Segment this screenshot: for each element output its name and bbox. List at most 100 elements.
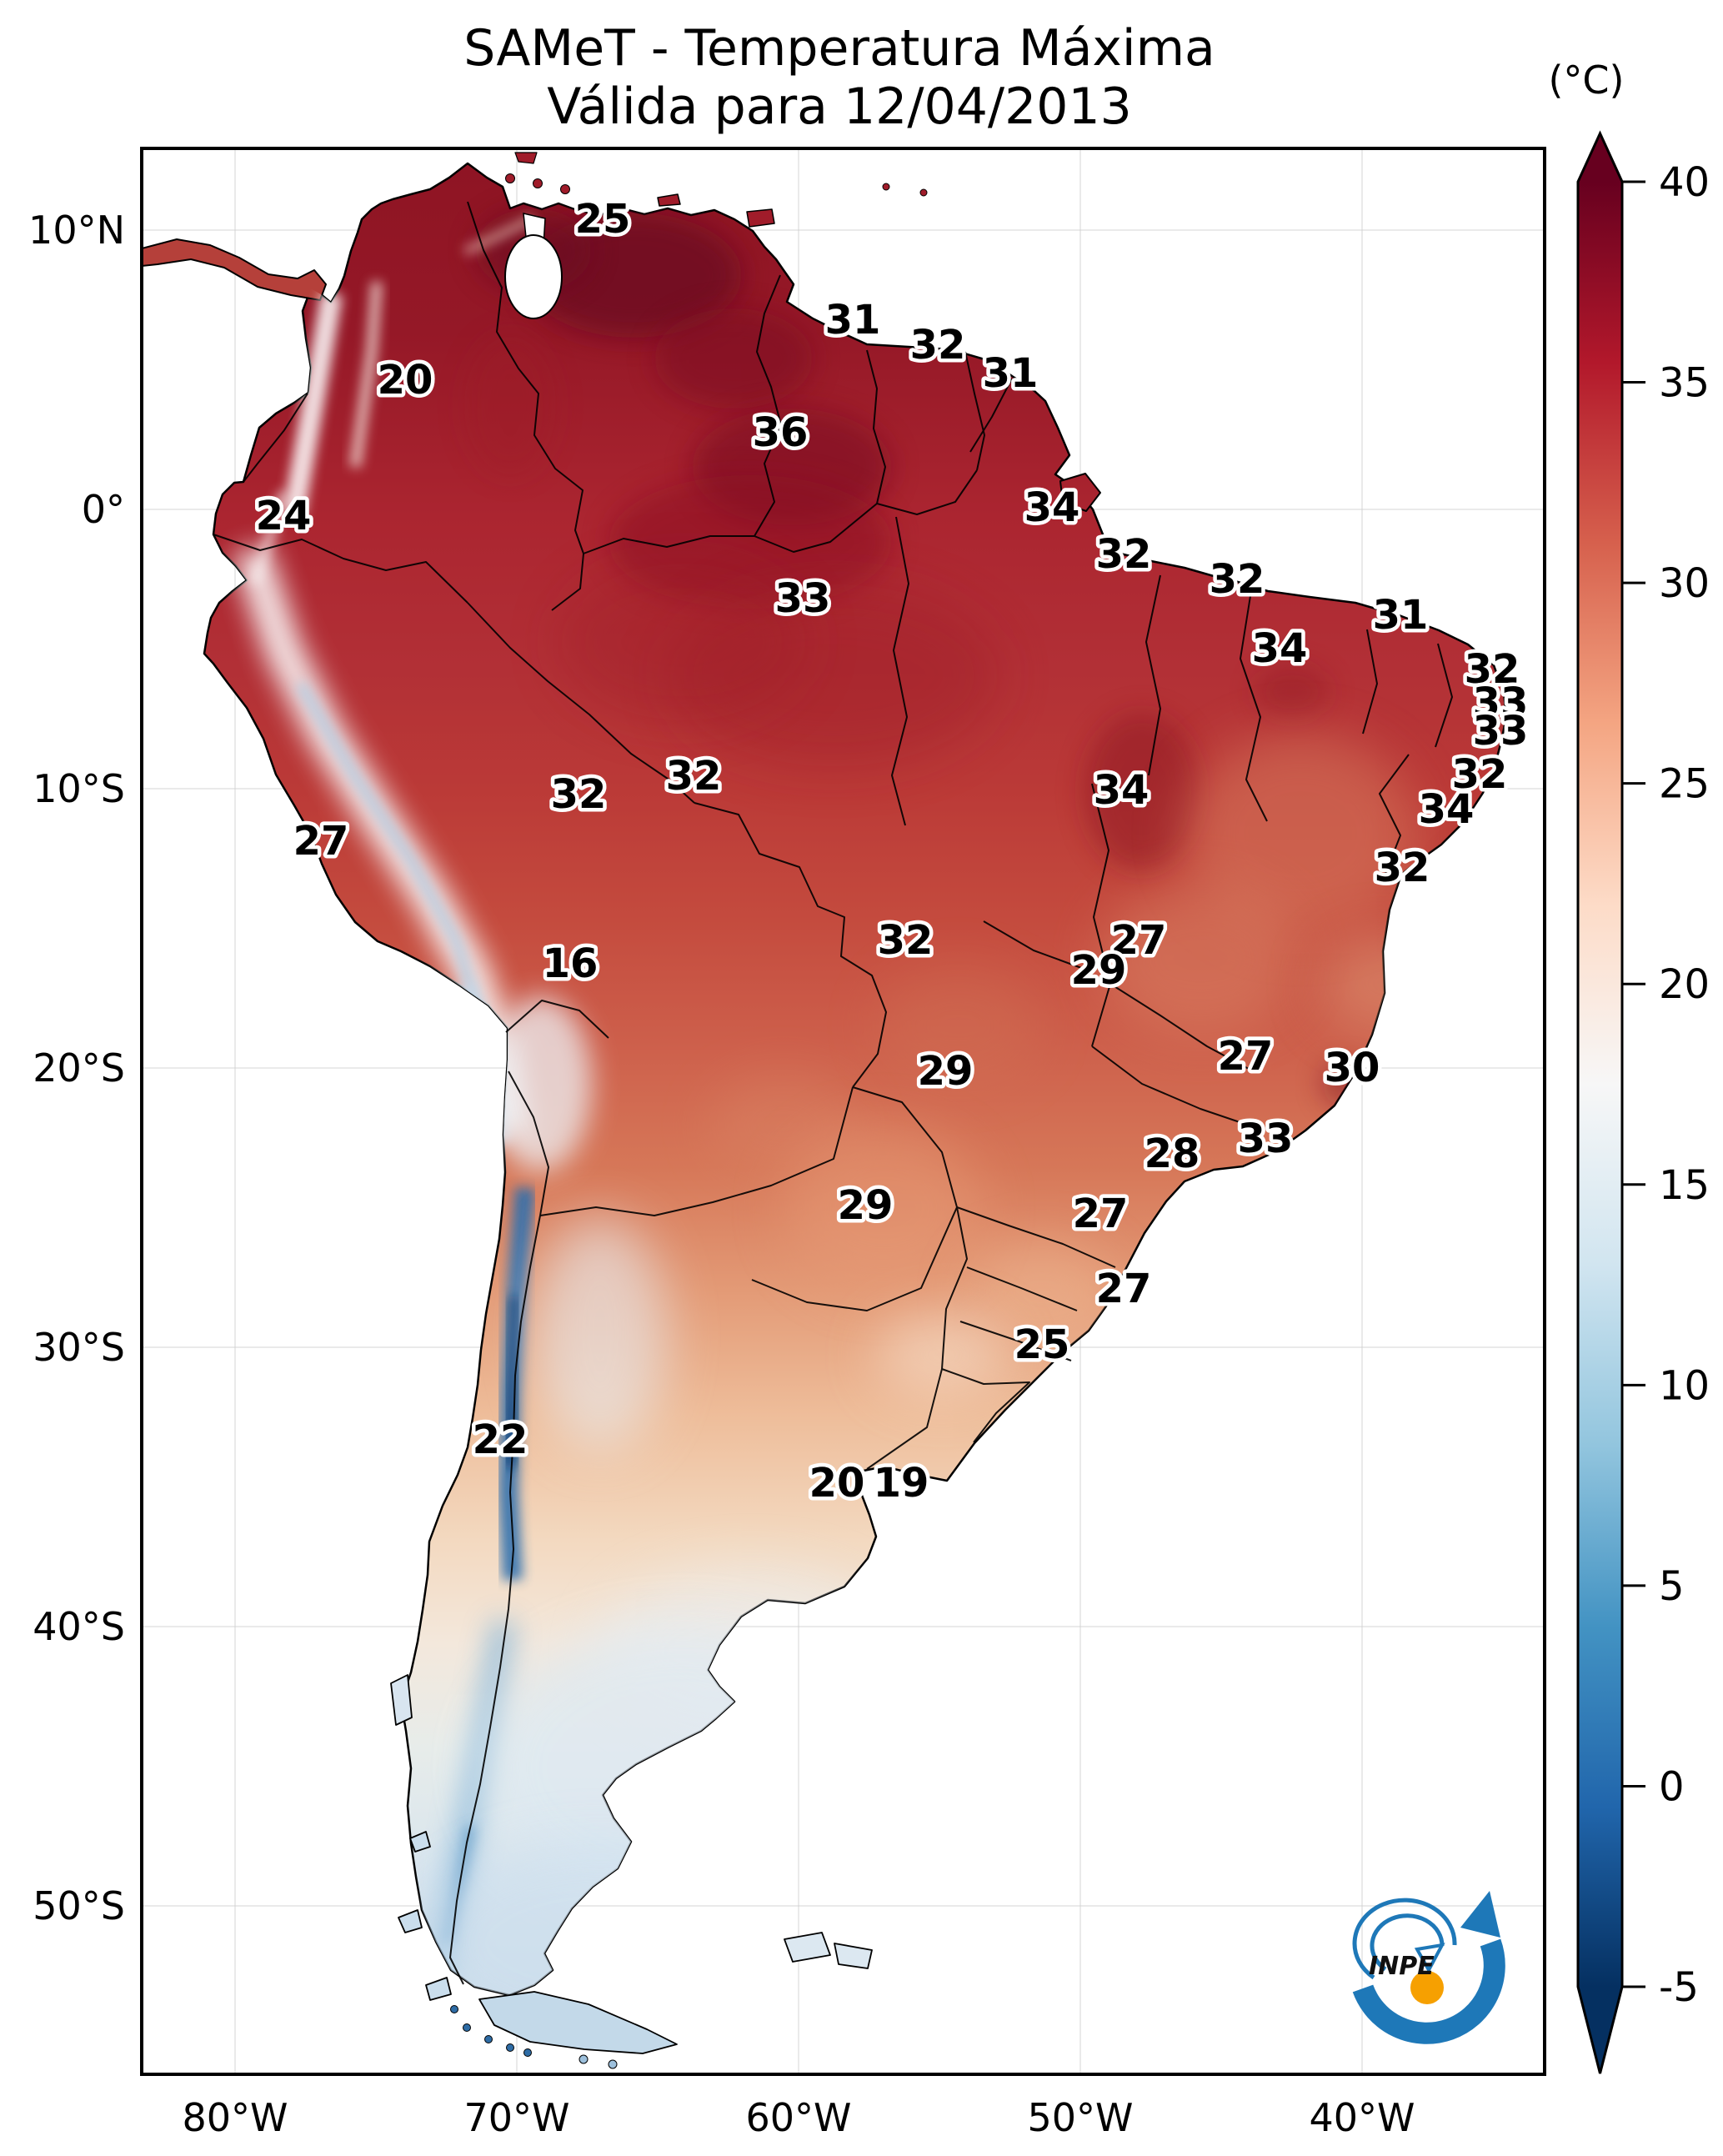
temperature-label: 32 <box>1096 531 1152 578</box>
lat-tick-label: 10°N <box>28 208 125 253</box>
colorbar: (°C) 40 35 30 25 20 15 10 5 0 -5 <box>1548 58 1710 2074</box>
temperature-label: 32 <box>1465 646 1520 693</box>
temperature-label: 36 <box>753 409 809 456</box>
temperature-label: 32 <box>910 322 966 369</box>
temperature-label: 34 <box>1252 625 1308 672</box>
colorbar-tick-label: 40 <box>1659 159 1710 206</box>
temperature-label: 31 <box>1373 592 1429 639</box>
temperature-label: 32 <box>666 753 722 800</box>
lat-tick-label: 30°S <box>33 1325 125 1370</box>
colorbar-tick-label: 0 <box>1659 1763 1685 1810</box>
temperature-label: 27 <box>1218 1033 1274 1080</box>
colorbar-tick-label: 25 <box>1659 761 1710 808</box>
temperature-label: 33 <box>775 575 831 622</box>
chiloe-island <box>390 1674 413 1726</box>
falkland-islands <box>784 1932 831 1963</box>
temperature-label: 32 <box>551 771 607 818</box>
colorbar-tick-label: 15 <box>1659 1162 1710 1209</box>
inpe-logo: INPE <box>1352 1891 1505 2044</box>
colorbar-gradient <box>1578 182 1622 1987</box>
caribbean-islet <box>882 183 890 191</box>
chart-title: SAMeT - Temperatura Máxima <box>463 19 1215 78</box>
logo-thin-arc-outer <box>1352 1898 1457 1980</box>
trinidad-island <box>746 208 775 228</box>
temperature-label: 34 <box>1094 767 1150 814</box>
temperature-label: 29 <box>918 1048 974 1095</box>
temperature-label: 22 <box>473 1416 528 1463</box>
lat-tick-label: 10°S <box>33 766 125 811</box>
landmass-group <box>142 152 1508 1997</box>
temperature-label: 28 <box>1144 1131 1200 1177</box>
chart-subtitle: Válida para 12/04/2013 <box>547 78 1132 136</box>
lon-tick-label: 50°W <box>1027 2095 1133 2140</box>
temperature-label: 27 <box>293 818 349 865</box>
temperature-label: 27 <box>1096 1266 1152 1312</box>
lon-tick-label: 80°W <box>182 2095 288 2140</box>
logo-small-arrow <box>1414 1943 1445 1974</box>
margarita-island <box>657 193 681 207</box>
lat-tick-label: 20°S <box>33 1045 125 1091</box>
temperature-label: 16 <box>543 940 599 987</box>
lon-tick-label: 40°W <box>1309 2095 1415 2140</box>
colorbar-tick-label: 30 <box>1659 560 1710 607</box>
southern-islands <box>390 1674 873 2069</box>
temperature-label: 31 <box>825 297 881 343</box>
colorbar-tick-label: 35 <box>1659 360 1710 407</box>
longitude-axis: 80°W 70°W 60°W 50°W 40°W <box>182 2095 1415 2140</box>
temperature-label: 33 <box>1473 708 1529 755</box>
logo-text: INPE <box>1369 1952 1435 1981</box>
temperature-label: 33 <box>1473 679 1529 726</box>
temperature-label: 25 <box>575 196 631 243</box>
temperature-label: 32 <box>878 917 934 964</box>
temperature-label: 31 <box>983 350 1039 397</box>
colorbar-tick-label: 5 <box>1659 1563 1685 1610</box>
map-frame <box>140 147 1546 2076</box>
colorbar-tick-label: 20 <box>1659 961 1710 1008</box>
fjord-island <box>398 1909 423 1933</box>
temperature-label: 33 <box>1238 1116 1294 1162</box>
temperature-label: 25 <box>1014 1321 1070 1368</box>
colorbar-tick-label: -5 <box>1659 1964 1699 2011</box>
fjord-island <box>425 1977 452 2001</box>
temperature-label: 32 <box>1210 556 1265 603</box>
logo-arrowhead <box>1460 1891 1500 1938</box>
falkland-islands <box>834 1943 873 1969</box>
temperature-label: 27 <box>1111 917 1167 964</box>
caribbean-islet <box>505 173 515 183</box>
panama-strip <box>142 238 327 301</box>
colorbar-ticks: 40 35 30 25 20 15 10 5 0 -5 <box>1622 159 1710 2011</box>
caribbean-islet <box>514 152 538 164</box>
lat-tick-label: 50°S <box>33 1883 125 1928</box>
caribbean-islet <box>560 184 570 194</box>
temperature-label: 34 <box>1024 484 1080 531</box>
temperature-label: 19 <box>874 1460 929 1507</box>
temperature-label: 20 <box>809 1460 865 1507</box>
temperature-label: 34 <box>1419 786 1475 833</box>
latitude-axis: 10°N 0° 10°S 20°S 30°S 40°S 50°S <box>28 208 125 1928</box>
temperature-label: 32 <box>1375 845 1430 891</box>
lat-tick-label: 0° <box>82 487 125 532</box>
temperature-label: 32 <box>1452 751 1508 798</box>
temperature-label: 30 <box>1325 1045 1380 1091</box>
lake-maracaibo <box>504 213 563 319</box>
tierra-del-fuego <box>478 1991 678 2054</box>
colorbar-tick-label: 10 <box>1659 1362 1710 1409</box>
caribbean-islet <box>919 188 928 197</box>
political-borders <box>213 201 1453 1985</box>
marajo-island <box>1059 473 1101 512</box>
lon-tick-label: 60°W <box>745 2095 851 2140</box>
logo-thin-arc-inner <box>1370 1913 1445 1972</box>
caribbean-islet <box>533 178 543 188</box>
temperature-label: 24 <box>256 493 312 539</box>
logo-swoosh-arc <box>1352 1938 1505 2044</box>
logo-orange-dot <box>1410 1971 1444 2004</box>
temperature-label: 27 <box>1073 1191 1129 1237</box>
lat-tick-label: 40°S <box>33 1604 125 1649</box>
temperature-label: 20 <box>378 357 433 404</box>
temperature-label: 29 <box>838 1182 894 1229</box>
lon-tick-label: 70°W <box>463 2095 569 2140</box>
